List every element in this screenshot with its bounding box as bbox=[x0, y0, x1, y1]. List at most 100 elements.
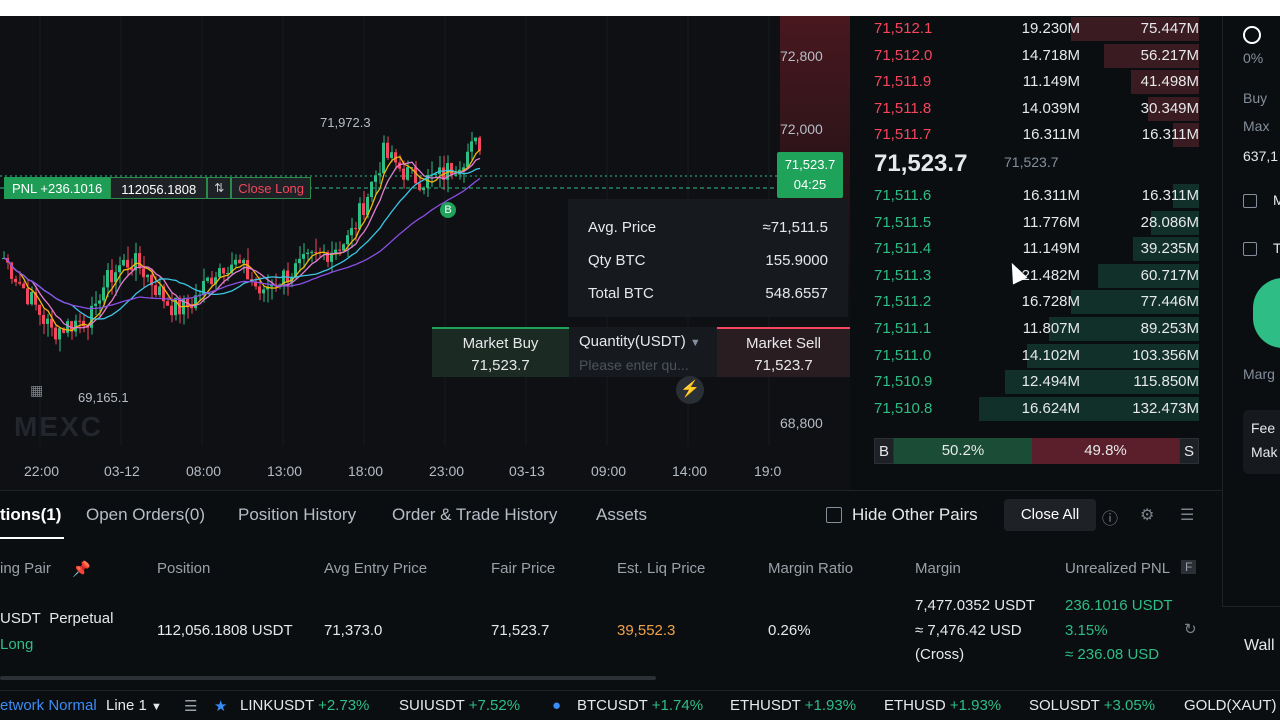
quantity-input[interactable]: Please enter qu... bbox=[579, 357, 689, 373]
quantity-field[interactable]: Quantity(USDT) ▼ Please enter qu... bbox=[569, 327, 717, 377]
ticker-item[interactable]: GOLD(XAUT) bbox=[1184, 697, 1277, 714]
reverse-position-icon[interactable]: ⇅ bbox=[207, 177, 232, 199]
hide-other-pairs-checkbox[interactable] bbox=[826, 507, 842, 523]
info-icon[interactable]: ⓘ bbox=[1102, 511, 1119, 528]
bid-row[interactable]: 71,511.5 11.776M 28.086M bbox=[874, 210, 1199, 236]
ticker-item[interactable]: ETHUSDT +1.93% bbox=[730, 697, 857, 714]
order-price: 71,511.3 bbox=[874, 266, 932, 284]
bid-row[interactable]: 71,511.3 21.482M 60.717M bbox=[874, 263, 1199, 289]
order-total: 28.086M bbox=[1140, 213, 1199, 231]
tab-assets[interactable]: Assets bbox=[596, 505, 648, 524]
market-buy-price: 71,523.7 bbox=[471, 357, 530, 374]
pin-icon[interactable]: 📌 bbox=[72, 561, 91, 578]
calendar-icon[interactable]: ▦ bbox=[30, 382, 44, 398]
tab-open-orders[interactable]: Open Orders(0) bbox=[86, 505, 206, 524]
chevron-down-icon[interactable]: ▼ bbox=[689, 337, 701, 349]
candle-body bbox=[302, 253, 305, 259]
candle-body bbox=[134, 253, 137, 271]
candle-body bbox=[174, 297, 177, 316]
pnl-usdt: 236.1016 USDT bbox=[1065, 597, 1173, 614]
x-tick-label: 13:00 bbox=[267, 463, 303, 479]
ask-row[interactable]: 71,512.1 19.230M 75.447M bbox=[874, 16, 1199, 42]
price-chart[interactable]: 72,800 72,000 68,800 22:00 03-12 08:00 1… bbox=[0, 16, 850, 490]
bid-row[interactable]: 71,510.9 12.494M 115.850M bbox=[874, 369, 1199, 395]
max-amount: 637,1 bbox=[1243, 148, 1279, 164]
candle-body bbox=[126, 259, 129, 268]
wallet-label[interactable]: Wall bbox=[1244, 637, 1275, 654]
popup-value: 548.6557 bbox=[765, 285, 828, 302]
margin-label: Marg bbox=[1243, 366, 1275, 382]
bid-row[interactable]: 71,511.2 16.728M 77.446M bbox=[874, 289, 1199, 315]
col-extra-f[interactable]: F bbox=[1181, 560, 1197, 574]
bid-row[interactable]: 71,511.1 11.807M 89.253M bbox=[874, 316, 1199, 342]
candle-body bbox=[246, 260, 249, 280]
bid-row[interactable]: 71,510.8 16.624M 132.473M bbox=[874, 396, 1199, 422]
table-row[interactable]: USDT Perpetual Long 112,056.1808 USDT 71… bbox=[0, 592, 1222, 670]
horizontal-scrollbar[interactable] bbox=[0, 676, 656, 680]
tab-order-trade-history[interactable]: Order & Trade History bbox=[392, 505, 558, 524]
order-total: 30.349M bbox=[1140, 99, 1199, 117]
candle-body bbox=[294, 263, 297, 277]
candle-body bbox=[122, 259, 125, 266]
order-amount: 11.776M bbox=[1022, 213, 1080, 231]
hide-other-pairs[interactable]: Hide Other Pairs bbox=[826, 505, 978, 525]
depth-bar bbox=[1097, 263, 1199, 288]
list-icon[interactable]: ☰ bbox=[184, 698, 198, 715]
x-tick-label: 23:00 bbox=[429, 463, 465, 479]
ticker-item[interactable]: SUIUSDT +7.52% bbox=[399, 697, 521, 714]
y-tick-label: 68,800 bbox=[780, 415, 823, 431]
bid-row[interactable]: 71,511.4 11.149M 39.235M bbox=[874, 236, 1199, 262]
ask-row[interactable]: 71,511.8 14.039M 30.349M bbox=[874, 96, 1199, 122]
ticker-item[interactable]: BTCUSDT +1.74% bbox=[577, 697, 704, 714]
ask-row[interactable]: 71,511.7 16.311M 16.311M bbox=[874, 122, 1199, 148]
margin-ratio-cell: 0.26% bbox=[768, 622, 811, 639]
ticker-item[interactable]: SOLUSDT +3.05% bbox=[1029, 697, 1156, 714]
order-total: 39.235M bbox=[1140, 240, 1199, 258]
order-amount: 16.728M bbox=[1021, 293, 1080, 311]
ask-row[interactable]: 71,512.0 14.718M 56.217M bbox=[874, 43, 1199, 69]
open-long-button[interactable] bbox=[1253, 278, 1280, 348]
candle-body bbox=[210, 277, 213, 285]
candle-body bbox=[370, 181, 373, 197]
fair-price-cell: 71,523.7 bbox=[491, 622, 550, 639]
close-long-button[interactable]: Close Long bbox=[231, 177, 312, 199]
star-icon[interactable]: ★ bbox=[214, 698, 228, 715]
close-all-button[interactable]: Close All bbox=[1004, 499, 1096, 531]
margin-usd: ≈ 7,476.42 USD bbox=[915, 622, 1022, 639]
candle-body bbox=[70, 321, 73, 332]
candle-body bbox=[30, 291, 33, 305]
tab-positions[interactable]: tions(1) bbox=[0, 505, 62, 524]
candle-body bbox=[450, 163, 453, 176]
ticker-item[interactable]: LINKUSDT +2.73% bbox=[240, 697, 370, 714]
menu-icon[interactable]: ☰ bbox=[1180, 507, 1195, 524]
option-checkbox[interactable] bbox=[1243, 194, 1257, 208]
candle-body bbox=[238, 259, 241, 264]
ask-row[interactable]: 71,511.9 11.149M 41.498M bbox=[874, 69, 1199, 95]
option-checkbox[interactable] bbox=[1243, 242, 1257, 256]
order-total: 60.717M bbox=[1140, 266, 1199, 284]
bid-row[interactable]: 71,511.0 14.102M 103.356M bbox=[874, 343, 1199, 369]
lightning-icon[interactable]: ⚡ bbox=[676, 376, 704, 404]
ticker-item[interactable]: ETHUSD +1.93% bbox=[884, 697, 1002, 714]
slider-handle[interactable] bbox=[1243, 26, 1261, 44]
market-buy-button[interactable]: Market Buy 71,523.7 bbox=[432, 327, 569, 377]
tab-position-history[interactable]: Position History bbox=[238, 505, 357, 524]
quantity-unit-select[interactable]: Quantity(USDT) bbox=[579, 333, 686, 350]
candle-body bbox=[138, 253, 141, 269]
filter-settings-icon[interactable]: ⚙ bbox=[1140, 507, 1155, 524]
buy-ratio-pct: 50.2% bbox=[894, 438, 1032, 464]
market-order-popup: Avg. Price ≈71,511.5 Qty BTC 155.9000 To… bbox=[568, 199, 848, 317]
market-sell-button[interactable]: Market Sell 71,523.7 bbox=[717, 327, 850, 377]
chevron-down-icon: ▼ bbox=[151, 701, 162, 713]
moving-average-line bbox=[3, 149, 481, 332]
order-price: 71,511.9 bbox=[874, 73, 932, 91]
candle-body bbox=[130, 267, 133, 271]
share-icon[interactable]: ↻ bbox=[1184, 621, 1197, 638]
depth-bar bbox=[1071, 290, 1199, 315]
bid-row[interactable]: 71,511.6 16.311M 16.311M bbox=[874, 183, 1199, 209]
candle-body bbox=[346, 235, 349, 245]
order-amount: 16.311M bbox=[1022, 187, 1080, 204]
candle-body bbox=[234, 259, 237, 265]
pair-symbol[interactable]: USDT Perpetual bbox=[0, 610, 114, 627]
line-select[interactable]: Line 1 ▼ bbox=[106, 697, 162, 714]
